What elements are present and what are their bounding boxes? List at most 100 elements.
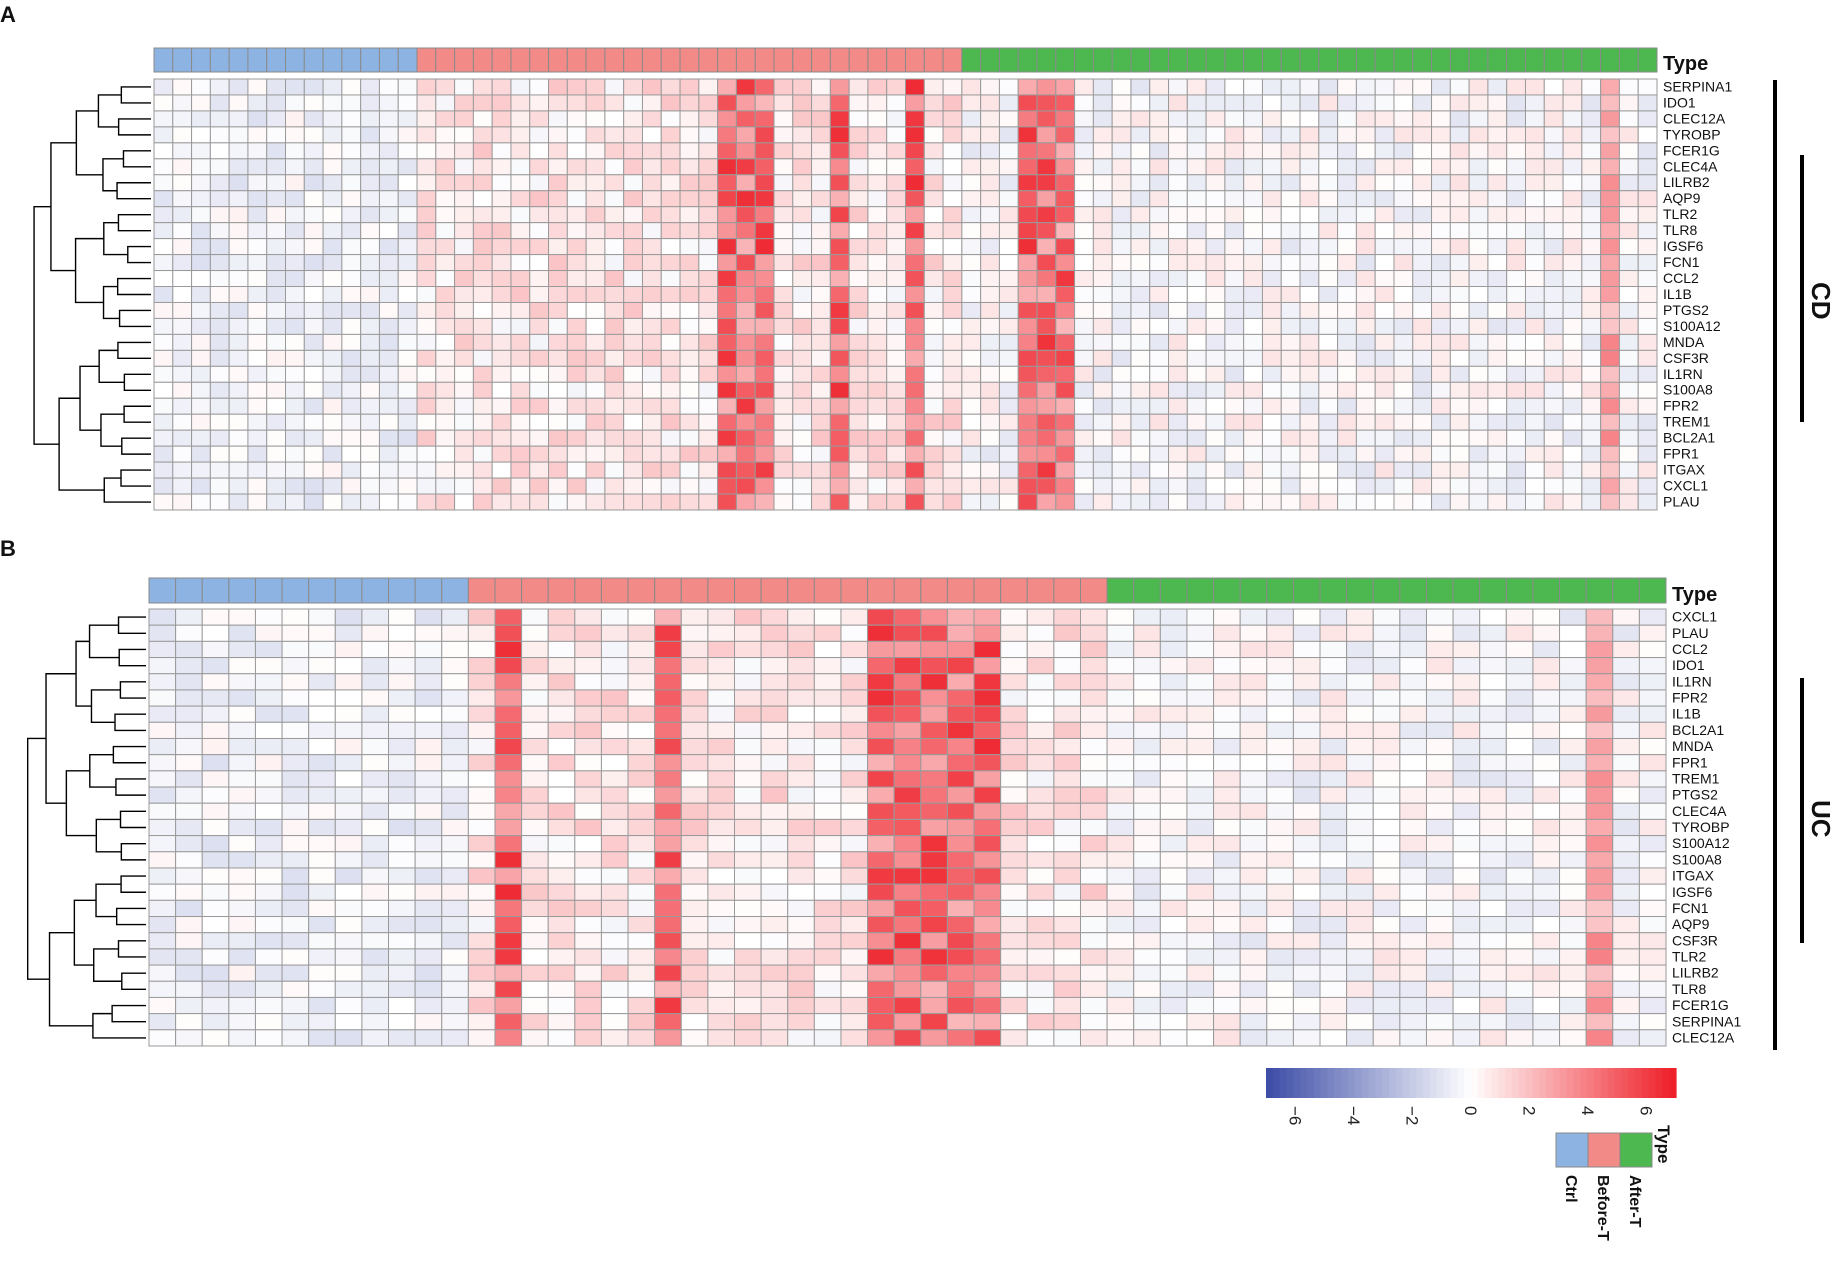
- annotation-cell: [201, 577, 230, 604]
- heatmap-cell: [1079, 932, 1108, 950]
- heatmap-cell: [548, 158, 568, 176]
- heatmap-cell: [1637, 126, 1658, 144]
- heatmap-cell: [547, 705, 576, 723]
- heatmap-cell: [201, 835, 230, 853]
- heatmap-cell: [1585, 640, 1614, 659]
- heatmap-cell: [1000, 1029, 1028, 1047]
- heatmap-cell: [1026, 705, 1055, 723]
- heatmap-cell: [813, 851, 842, 869]
- heatmap-cell: [735, 174, 756, 192]
- heatmap-cell: [961, 142, 982, 160]
- heatmap-cell: [1239, 1029, 1268, 1047]
- heatmap-cell: [247, 286, 268, 303]
- heatmap-cell: [792, 429, 813, 447]
- heatmap-cell: [1036, 174, 1057, 192]
- heatmap-cell: [566, 397, 587, 415]
- heatmap-cell: [397, 477, 418, 495]
- dendrogram-branch: [117, 616, 146, 634]
- heatmap-cell: [998, 286, 1019, 303]
- heatmap-cell: [1026, 932, 1055, 950]
- heatmap-cell: [416, 301, 437, 319]
- heatmap-cell: [654, 721, 682, 739]
- heatmap-cell: [867, 413, 888, 431]
- heatmap-cell: [1036, 397, 1057, 415]
- heatmap-cell: [548, 477, 568, 495]
- heatmap-cell: [1239, 689, 1268, 707]
- heatmap-cell: [754, 333, 775, 351]
- heatmap-cell: [717, 286, 737, 303]
- heatmap-cell: [1374, 349, 1395, 367]
- annotation-cell: [1036, 47, 1057, 73]
- heatmap-cell: [773, 493, 794, 511]
- annotation-cell: [378, 47, 399, 73]
- heatmap-cell: [1092, 301, 1113, 319]
- heatmap-cell: [1468, 142, 1489, 160]
- heatmap-cell: [680, 1029, 709, 1047]
- heatmap-cell: [467, 867, 496, 885]
- heatmap-cell: [361, 916, 390, 934]
- heatmap-cell: [998, 78, 1019, 96]
- heatmap-cell: [1393, 445, 1414, 463]
- heatmap-cell: [1159, 980, 1188, 998]
- heatmap-cell: [641, 333, 662, 351]
- heatmap-cell: [378, 317, 399, 335]
- heatmap-cell: [585, 206, 606, 224]
- heatmap-cell: [1346, 932, 1374, 950]
- dendrogram-branch: [93, 948, 122, 982]
- heatmap-cell: [191, 349, 211, 367]
- heatmap-cell: [467, 883, 496, 901]
- heatmap-cell: [491, 78, 512, 96]
- heatmap-cell: [1092, 270, 1113, 288]
- heatmap-cell: [1133, 770, 1161, 788]
- heatmap-cell: [322, 413, 343, 431]
- gene-label: MNDA: [1672, 738, 1714, 754]
- annotation-cell: [1431, 47, 1451, 73]
- heatmap-cell: [247, 158, 268, 176]
- heatmap-cell: [1487, 254, 1508, 272]
- heatmap-cell: [1149, 190, 1170, 208]
- heatmap-cell: [604, 493, 625, 511]
- heatmap-cell: [734, 818, 762, 837]
- heatmap-cell: [378, 110, 399, 128]
- heatmap-cell: [334, 996, 363, 1015]
- heatmap-cell: [472, 413, 493, 431]
- heatmap-cell: [397, 333, 418, 351]
- heatmap-cell: [1524, 126, 1545, 144]
- heatmap-cell: [266, 493, 287, 511]
- heatmap-cell: [867, 301, 888, 319]
- heatmap-cell: [308, 899, 336, 918]
- heatmap-cell: [893, 948, 922, 966]
- heatmap-cell: [209, 78, 230, 96]
- heatmap-cell: [1337, 429, 1357, 447]
- heatmap-cell: [1506, 94, 1526, 112]
- heatmap-cell: [574, 818, 602, 837]
- heatmap-cell: [627, 770, 656, 788]
- heatmap-cell: [472, 94, 493, 112]
- heatmap-cell: [920, 980, 948, 998]
- heatmap-cell: [416, 286, 437, 303]
- heatmap-cell: [840, 851, 869, 869]
- heatmap-cell: [521, 705, 549, 723]
- heatmap-cell: [416, 477, 437, 495]
- heatmap-cell: [1479, 721, 1507, 739]
- heatmap-cell: [1506, 413, 1526, 431]
- heatmap-cell: [973, 721, 1002, 739]
- heatmap-cell: [1111, 429, 1132, 447]
- heatmap-cell: [1149, 110, 1170, 128]
- heatmap-cell: [1425, 770, 1454, 788]
- heatmap-cell: [510, 190, 531, 208]
- heatmap-cell: [1299, 78, 1320, 96]
- heatmap-cell: [228, 301, 249, 319]
- heatmap-cell: [641, 397, 662, 415]
- heatmap-cell: [254, 673, 283, 691]
- heatmap-cell: [1026, 689, 1055, 707]
- heatmap-cell: [435, 238, 456, 256]
- heatmap-cell: [303, 126, 324, 144]
- heatmap-cell: [175, 835, 203, 853]
- heatmap-cell: [717, 413, 737, 431]
- heatmap-cell: [285, 158, 305, 176]
- gene-label: S100A8: [1663, 382, 1713, 398]
- heatmap-cell: [1261, 461, 1282, 479]
- heatmap-cell: [1637, 110, 1658, 128]
- heatmap-cell: [867, 270, 888, 288]
